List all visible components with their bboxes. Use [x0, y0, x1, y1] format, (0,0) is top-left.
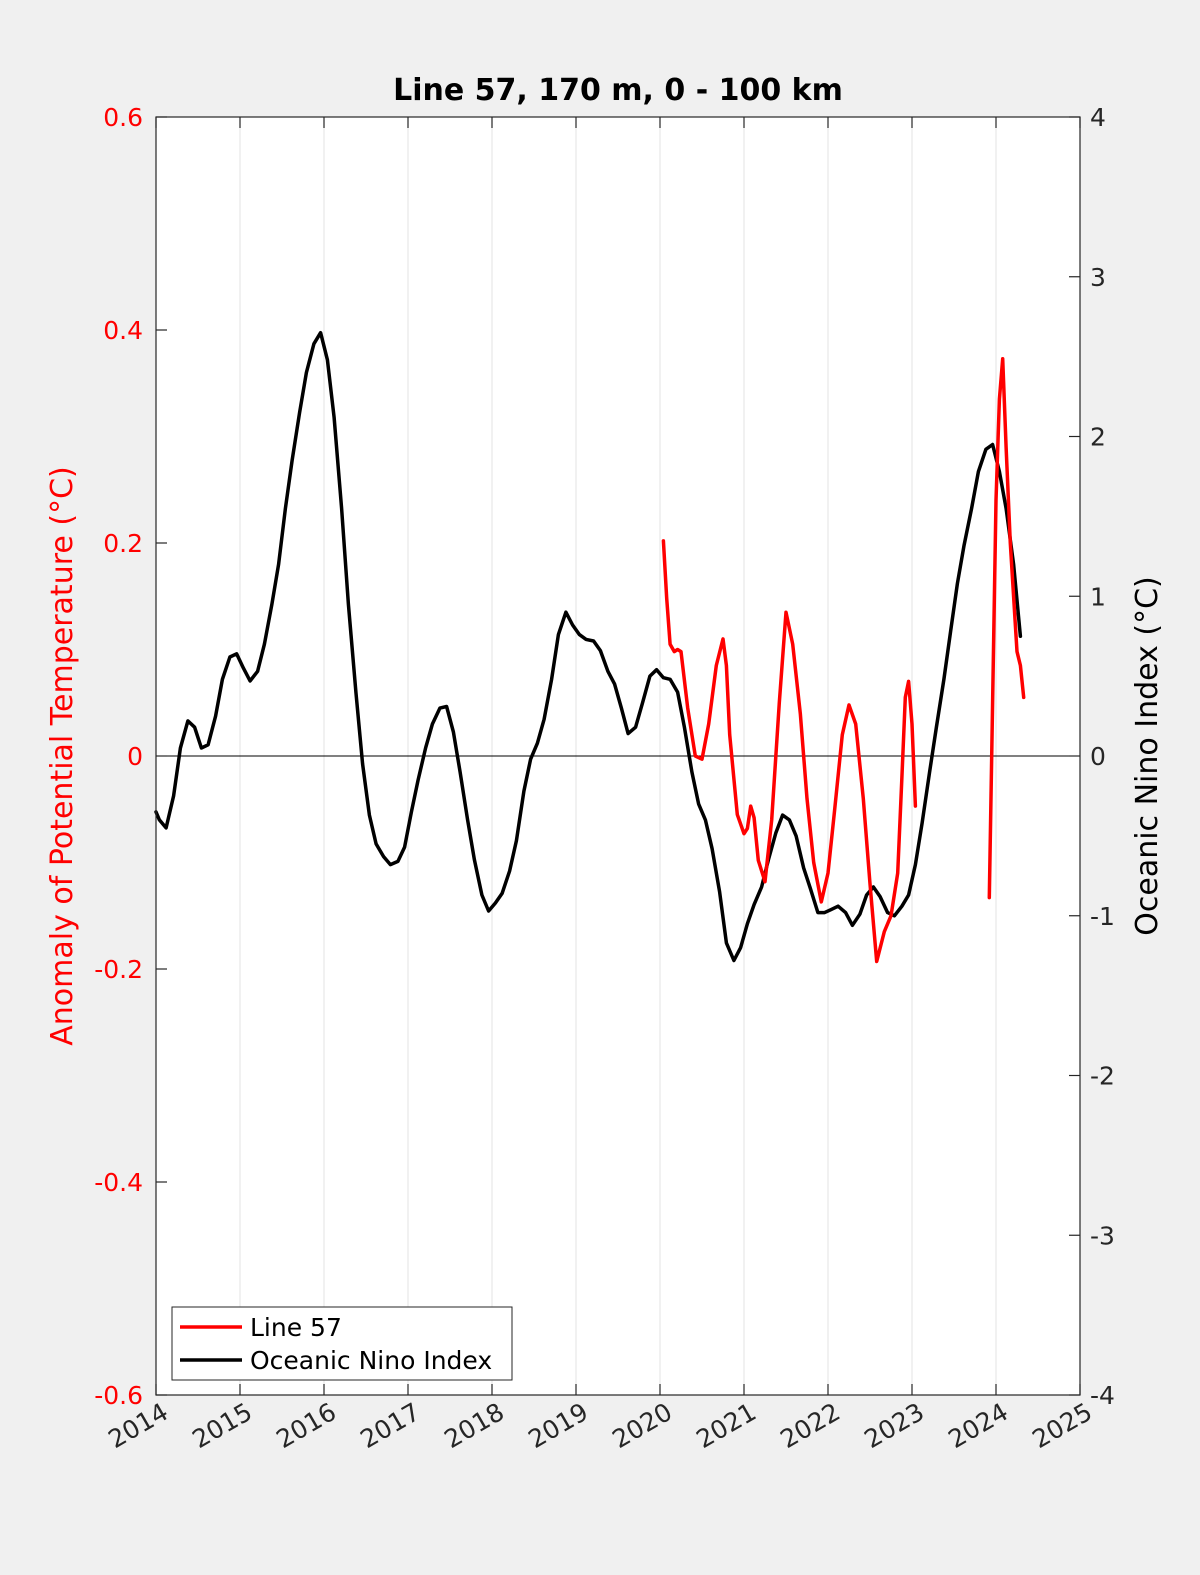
- legend-label-line-57: Line 57: [250, 1313, 342, 1342]
- right-tick-label: -3: [1090, 1221, 1115, 1250]
- right-tick-label: 4: [1090, 103, 1106, 132]
- left-tick-label: 0.4: [103, 316, 143, 345]
- right-tick-label: 0: [1090, 742, 1106, 771]
- left-tick-label: -0.6: [94, 1381, 143, 1410]
- series-line-oceanic-nino-index: [154, 330, 1023, 963]
- right-tick-label: -4: [1090, 1381, 1115, 1410]
- left-axis-label: Anomaly of Potential Temperature (°C): [45, 466, 80, 1045]
- left-tick-label: -0.2: [94, 955, 143, 984]
- left-tick-label: 0.2: [103, 529, 143, 558]
- right-axis-label: Oceanic Nino Index (°C): [1130, 576, 1165, 936]
- legend: Line 57 Oceanic Nino Index: [171, 1306, 513, 1381]
- right-tick-label: 2: [1090, 423, 1106, 452]
- legend-label-oni: Oceanic Nino Index: [250, 1346, 492, 1375]
- left-tick-label: 0: [127, 742, 143, 771]
- left-axis: 0.6 0.4 0.2 0 -0.2 -0.4 -0.6: [94, 103, 167, 1410]
- right-tick-label: 1: [1090, 582, 1106, 611]
- right-tick-label: -2: [1090, 1062, 1115, 1091]
- left-tick-label: -0.4: [94, 1168, 143, 1197]
- chart-title: Line 57, 170 m, 0 - 100 km: [393, 73, 843, 108]
- series-line-line-57: [661, 539, 918, 964]
- legend-box: [171, 1306, 513, 1381]
- left-tick-label: 0.6: [103, 103, 143, 132]
- right-tick-label: -1: [1090, 902, 1115, 931]
- series-layer: [154, 330, 1026, 964]
- series-line-line-57: [987, 357, 1026, 900]
- right-axis: 4 3 2 1 0 -1 -2 -3 -4: [1069, 103, 1115, 1410]
- right-tick-label: 3: [1090, 263, 1106, 292]
